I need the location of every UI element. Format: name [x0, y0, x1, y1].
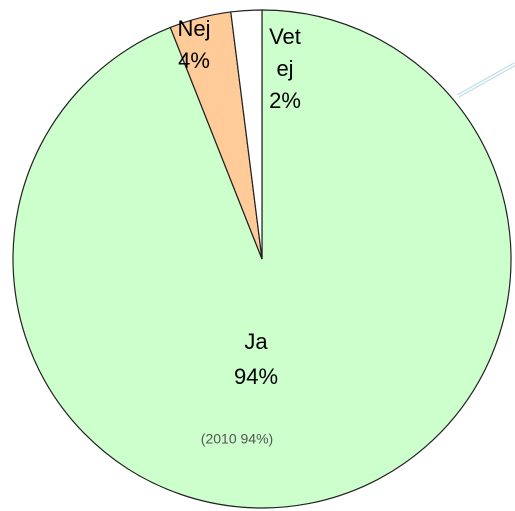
annotation: (2010 94%) — [201, 431, 273, 447]
slice-label: Vet ej — [269, 24, 301, 81]
leader-line-inner — [457, 63, 515, 97]
pie-slice — [230, 9, 263, 260]
slice-value-label: 2% — [269, 88, 301, 113]
slices — [12, 9, 512, 509]
slice-value-label: 4% — [178, 48, 210, 73]
slice-value-label: 94% — [234, 364, 278, 389]
slice-label: Nej — [177, 16, 210, 41]
slice-label: Ja — [244, 329, 268, 354]
